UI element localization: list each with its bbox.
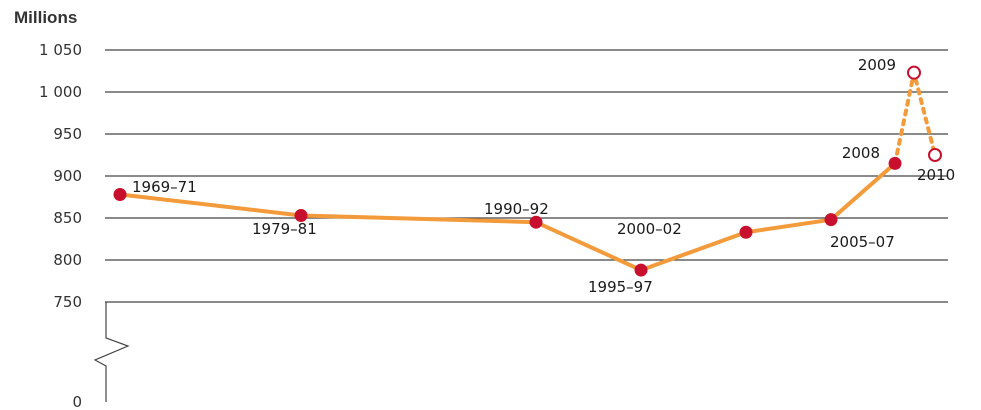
series-lines xyxy=(118,70,937,273)
axis-break xyxy=(93,302,130,402)
data-point xyxy=(529,215,543,229)
point-label: 2000–02 xyxy=(617,220,682,238)
y-tick-label: 800 xyxy=(53,251,82,269)
y-axis-ticks: 1 050 1 000 950 900 850 800 750 0 xyxy=(39,41,82,410)
data-point xyxy=(634,263,648,277)
gridlines xyxy=(105,49,948,303)
data-point xyxy=(888,156,902,170)
point-labels: 1969–71 1979–81 1990–92 1995–97 2000–02 2005–… xyxy=(132,56,955,296)
data-point xyxy=(113,187,127,201)
data-point-open xyxy=(907,65,921,80)
data-point xyxy=(294,208,308,222)
y-tick-label: 850 xyxy=(53,209,82,227)
y-tick-label: 950 xyxy=(53,125,82,143)
data-point xyxy=(824,213,838,227)
point-label: 2009 xyxy=(858,56,896,74)
series-line-dotted xyxy=(893,70,937,166)
point-label: 2010 xyxy=(917,166,955,184)
y-tick-label: 900 xyxy=(53,167,82,185)
axis-break-line xyxy=(93,302,130,402)
y-tick-label: 1 000 xyxy=(39,83,82,101)
y-axis-label: Millions xyxy=(14,8,77,27)
point-label: 1969–71 xyxy=(132,178,197,196)
point-label: 1990–92 xyxy=(484,200,549,218)
point-label: 2008 xyxy=(842,144,880,162)
data-points xyxy=(113,65,942,277)
y-tick-label: 0 xyxy=(72,393,82,410)
y-tick-label: 750 xyxy=(53,293,82,311)
y-tick-label: 1 050 xyxy=(39,41,82,59)
point-label: 1995–97 xyxy=(588,278,653,296)
data-point-open xyxy=(928,148,942,162)
data-point xyxy=(739,225,753,239)
point-label: 2005–07 xyxy=(830,233,895,251)
point-label: 1979–81 xyxy=(252,220,317,238)
